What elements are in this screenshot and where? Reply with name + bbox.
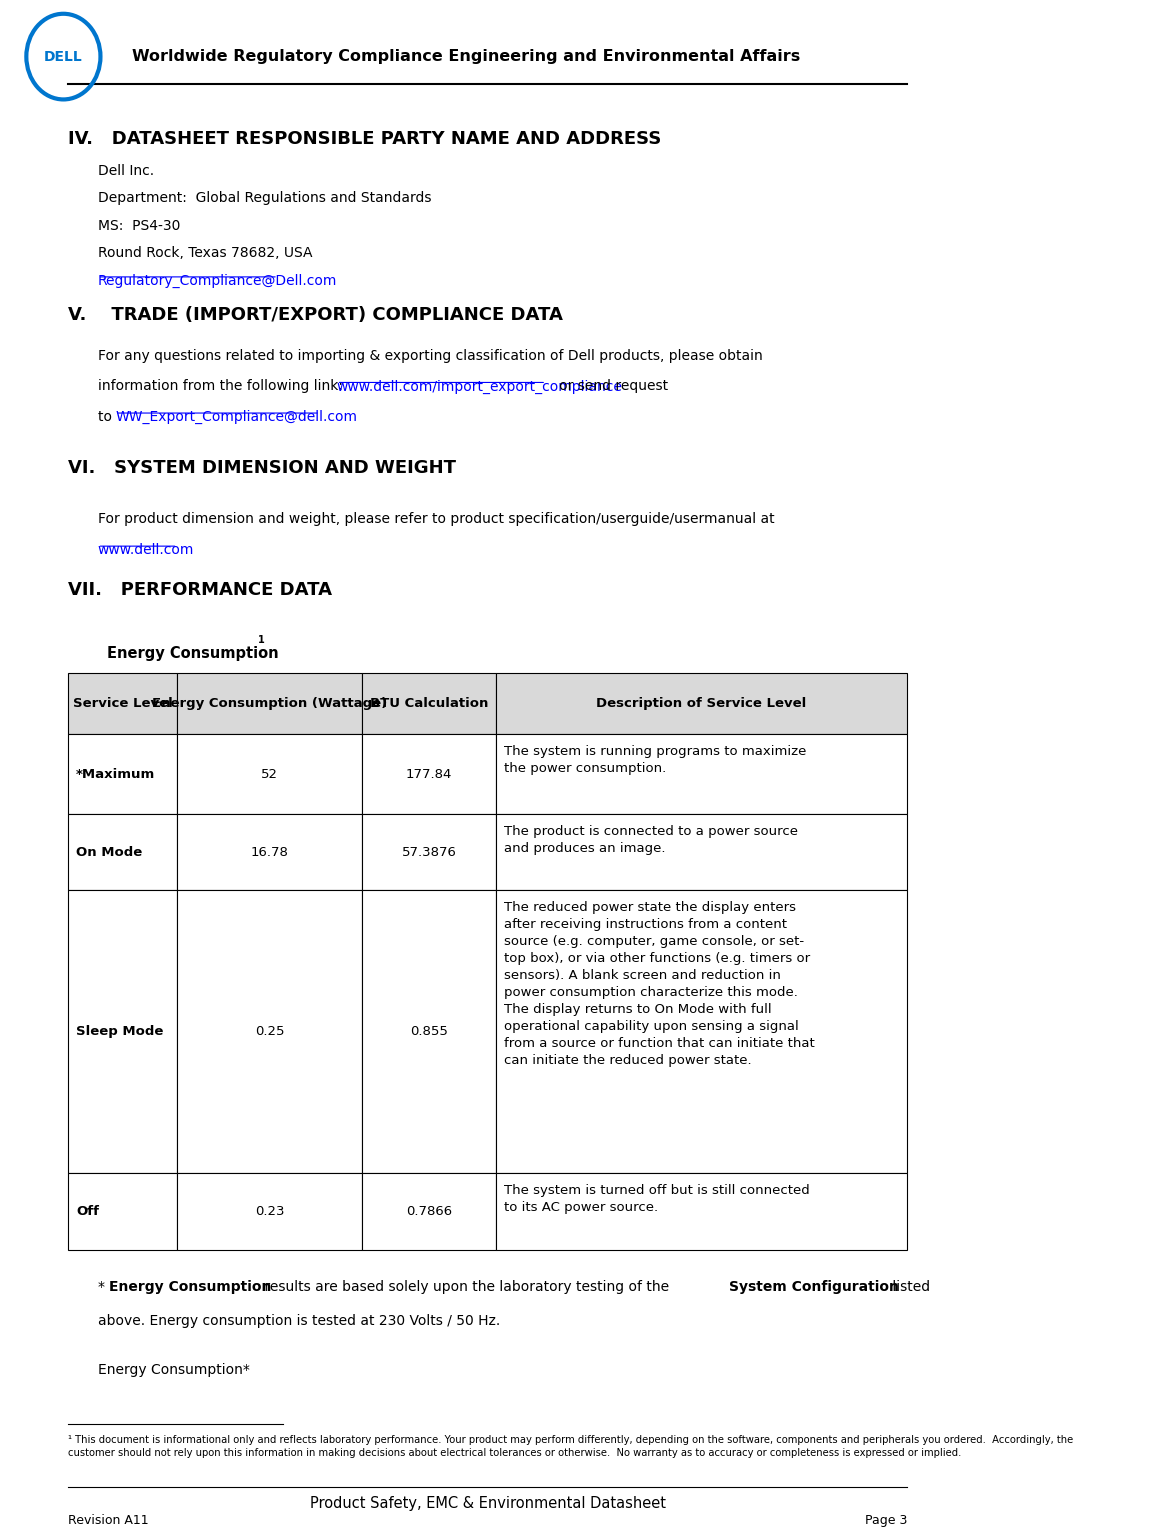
Bar xyxy=(68,891,177,1173)
Text: Dell Inc.: Dell Inc. xyxy=(98,164,153,178)
Text: For product dimension and weight, please refer to product specification/userguid: For product dimension and weight, please… xyxy=(98,513,775,527)
Text: Regulatory_Compliance@Dell.com: Regulatory_Compliance@Dell.com xyxy=(98,274,337,288)
Text: *Maximum: *Maximum xyxy=(76,767,155,781)
Text: www.dell.com: www.dell.com xyxy=(98,544,193,557)
Bar xyxy=(361,735,496,814)
Bar xyxy=(361,814,496,891)
Text: *: * xyxy=(98,1280,109,1294)
Bar xyxy=(177,735,361,814)
Text: 0.7866: 0.7866 xyxy=(406,1205,452,1219)
Text: 16.78: 16.78 xyxy=(251,845,289,859)
Text: to: to xyxy=(98,410,116,424)
Bar xyxy=(496,1173,907,1249)
Text: 52: 52 xyxy=(261,767,279,781)
Text: The system is running programs to maximize
the power consumption.: The system is running programs to maximi… xyxy=(504,746,806,775)
Text: results are based solely upon the laboratory testing of the: results are based solely upon the labora… xyxy=(260,1280,674,1294)
Bar xyxy=(177,891,361,1173)
Text: listed: listed xyxy=(887,1280,930,1294)
Bar xyxy=(68,735,177,814)
Text: Revision A11: Revision A11 xyxy=(68,1514,148,1528)
Text: 0.23: 0.23 xyxy=(254,1205,284,1219)
Text: Department:  Global Regulations and Standards: Department: Global Regulations and Stand… xyxy=(98,191,430,205)
Text: Off: Off xyxy=(76,1205,99,1219)
Bar xyxy=(361,674,496,735)
Text: www.dell.com/import_export_compliance: www.dell.com/import_export_compliance xyxy=(336,380,623,393)
Text: Energy Consumption: Energy Consumption xyxy=(107,646,279,660)
Text: DELL: DELL xyxy=(44,49,83,64)
Text: Page 3: Page 3 xyxy=(864,1514,907,1528)
Text: Energy Consumption (Wattage): Energy Consumption (Wattage) xyxy=(152,697,387,710)
Text: WW_Export_Compliance@dell.com: WW_Export_Compliance@dell.com xyxy=(115,410,357,424)
Text: Energy Consumption*: Energy Consumption* xyxy=(98,1363,250,1376)
Bar xyxy=(68,1173,177,1249)
Bar xyxy=(177,814,361,891)
Bar xyxy=(496,674,907,735)
Text: The system is turned off but is still connected
to its AC power source.: The system is turned off but is still co… xyxy=(504,1183,809,1214)
Bar xyxy=(68,814,177,891)
Text: V.    TRADE (IMPORT/EXPORT) COMPLIANCE DATA: V. TRADE (IMPORT/EXPORT) COMPLIANCE DATA xyxy=(68,306,563,325)
Text: 177.84: 177.84 xyxy=(406,767,452,781)
Bar xyxy=(361,891,496,1173)
Text: 0.855: 0.855 xyxy=(410,1026,448,1038)
Text: For any questions related to importing & exporting classification of Dell produc: For any questions related to importing &… xyxy=(98,349,762,363)
Text: VII.   PERFORMANCE DATA: VII. PERFORMANCE DATA xyxy=(68,582,333,599)
Bar xyxy=(177,674,361,735)
Text: Product Safety, EMC & Environmental Datasheet: Product Safety, EMC & Environmental Data… xyxy=(310,1496,665,1511)
Text: or send request: or send request xyxy=(547,380,669,393)
Text: Worldwide Regulatory Compliance Engineering and Environmental Affairs: Worldwide Regulatory Compliance Engineer… xyxy=(131,49,800,64)
Text: Round Rock, Texas 78682, USA: Round Rock, Texas 78682, USA xyxy=(98,246,312,260)
Bar xyxy=(496,735,907,814)
Text: The reduced power state the display enters
after receiving instructions from a c: The reduced power state the display ente… xyxy=(504,902,815,1067)
Text: MS:  PS4-30: MS: PS4-30 xyxy=(98,219,180,233)
Text: 0.25: 0.25 xyxy=(254,1026,284,1038)
Text: Service Level: Service Level xyxy=(73,697,173,710)
Bar xyxy=(496,891,907,1173)
Text: BTU Calculation: BTU Calculation xyxy=(369,697,488,710)
Text: above. Energy consumption is tested at 230 Volts / 50 Hz.: above. Energy consumption is tested at 2… xyxy=(98,1314,500,1327)
Text: information from the following link:: information from the following link: xyxy=(98,380,346,393)
Text: The product is connected to a power source
and produces an image.: The product is connected to a power sour… xyxy=(504,825,798,854)
Text: System Configuration: System Configuration xyxy=(729,1280,899,1294)
Text: Description of Service Level: Description of Service Level xyxy=(596,697,807,710)
Text: ¹ This document is informational only and reflects laboratory performance. Your : ¹ This document is informational only an… xyxy=(68,1435,1074,1458)
Text: Energy Consumption: Energy Consumption xyxy=(109,1280,272,1294)
Text: VI.   SYSTEM DIMENSION AND WEIGHT: VI. SYSTEM DIMENSION AND WEIGHT xyxy=(68,459,456,478)
Text: IV.   DATASHEET RESPONSIBLE PARTY NAME AND ADDRESS: IV. DATASHEET RESPONSIBLE PARTY NAME AND… xyxy=(68,130,662,149)
Bar xyxy=(177,1173,361,1249)
Text: 57.3876: 57.3876 xyxy=(402,845,457,859)
Text: Sleep Mode: Sleep Mode xyxy=(76,1026,163,1038)
Text: 1: 1 xyxy=(258,635,265,645)
Bar xyxy=(361,1173,496,1249)
Bar xyxy=(496,814,907,891)
Text: On Mode: On Mode xyxy=(76,845,143,859)
Bar xyxy=(68,674,177,735)
